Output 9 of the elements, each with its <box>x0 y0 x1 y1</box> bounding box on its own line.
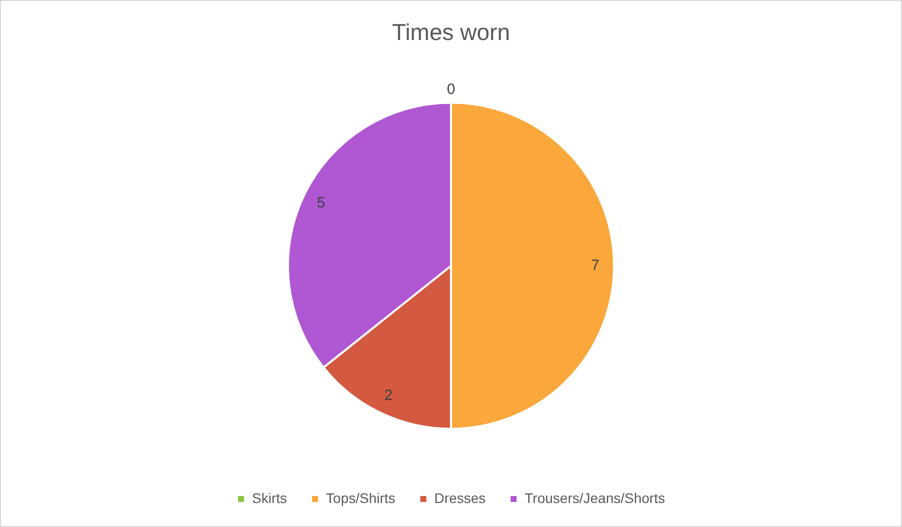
legend-label: Trousers/Jeans/Shorts <box>524 490 665 506</box>
legend-label: Dresses <box>434 490 486 506</box>
data-label: 5 <box>316 194 326 212</box>
data-label: 7 <box>591 256 600 274</box>
legend-label: Skirts <box>252 490 288 506</box>
chart-title: Times worn <box>392 19 510 46</box>
legend-label: Tops/Shirts <box>326 490 396 506</box>
text: 0 <box>446 80 456 98</box>
data-label: 2 <box>384 386 393 404</box>
